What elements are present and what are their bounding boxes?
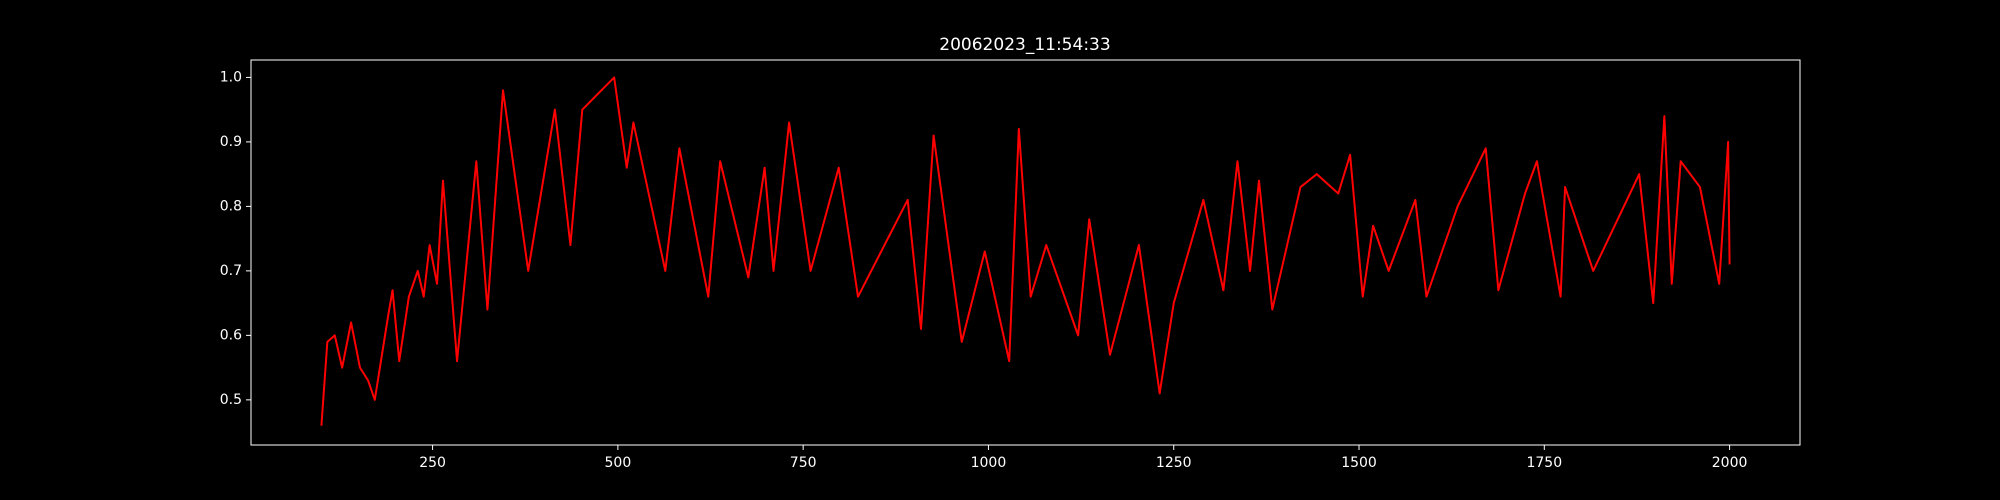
- x-tick-label: 1500: [1341, 455, 1377, 471]
- y-tick-label: 0.5: [220, 392, 242, 408]
- plot-frame: [250, 59, 1801, 446]
- data-line: [320, 76, 1731, 426]
- y-tick-label: 0.9: [220, 134, 242, 150]
- x-tick-label: 250: [419, 455, 446, 471]
- x-tick-label: 2000: [1712, 455, 1748, 471]
- x-tick-label: 1250: [1156, 455, 1192, 471]
- x-tick-label: 1750: [1526, 455, 1562, 471]
- chart-title: 20062023_11:54:33: [939, 35, 1110, 55]
- x-tick-label: 1000: [971, 455, 1007, 471]
- y-tick-label: 0.6: [220, 327, 242, 343]
- y-tick-label: 0.7: [220, 263, 242, 279]
- y-tick-label: 1.0: [220, 69, 242, 85]
- x-tick-label: 750: [790, 455, 817, 471]
- y-tick-label: 0.8: [220, 198, 242, 214]
- x-tick-label: 500: [605, 455, 632, 471]
